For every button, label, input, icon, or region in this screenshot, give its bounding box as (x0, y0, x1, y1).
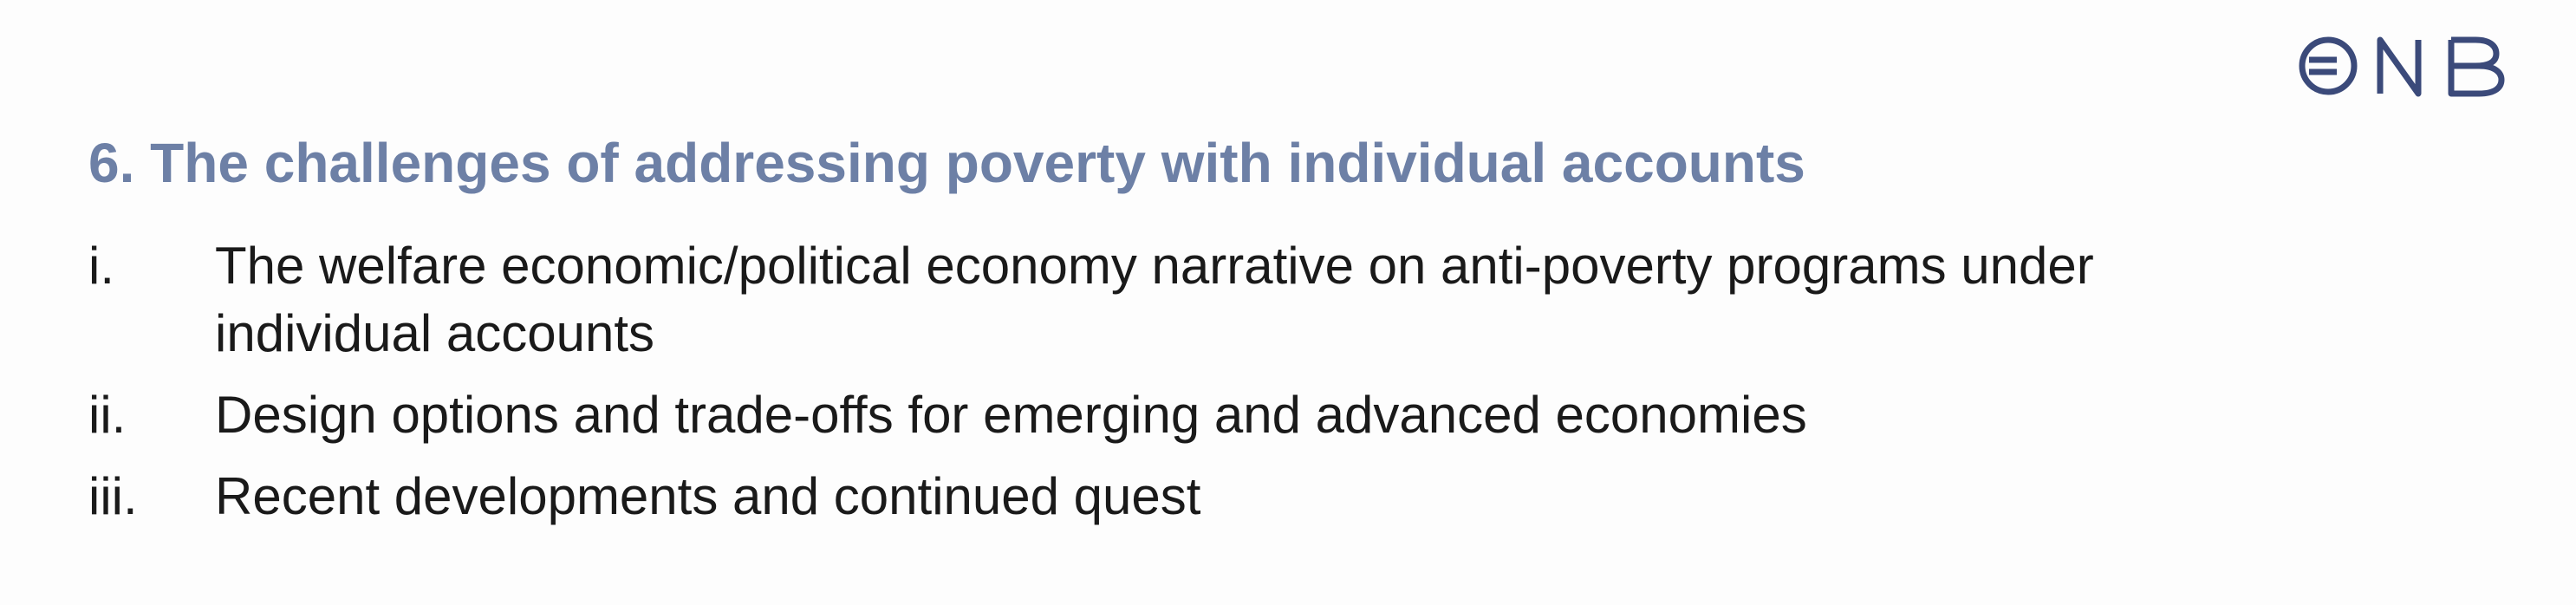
agenda-item: i. The welfare economic/political econom… (88, 232, 2307, 368)
item-text: Recent developments and continued quest (215, 467, 1201, 525)
onb-logo (2299, 36, 2505, 97)
item-text: Design options and trade-offs for emergi… (215, 386, 1807, 444)
agenda-item: iii. Recent developments and continued q… (88, 463, 2307, 530)
item-marker: i. (88, 237, 114, 295)
agenda-list: i. The welfare economic/political econom… (88, 232, 2307, 544)
item-marker: iii. (88, 467, 138, 525)
slide-title: 6. The challenges of addressing poverty … (88, 132, 1805, 194)
item-text: The welfare economic/political economy n… (215, 237, 2094, 362)
agenda-item: ii. Design options and trade-offs for em… (88, 381, 2307, 449)
item-marker: ii. (88, 386, 127, 444)
